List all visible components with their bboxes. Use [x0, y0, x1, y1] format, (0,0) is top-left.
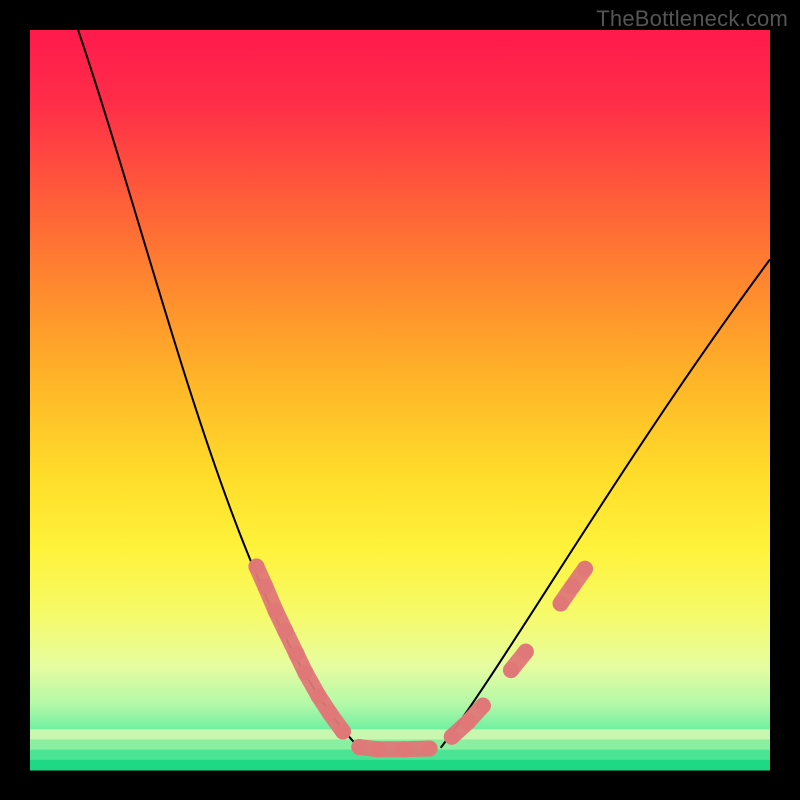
data-point [422, 741, 438, 757]
dots-bottom [351, 739, 437, 757]
data-point [335, 724, 351, 740]
data-point [475, 698, 491, 714]
data-point [577, 561, 593, 577]
bottleneck-chart [0, 0, 800, 800]
bottom-band-stripe [30, 760, 770, 771]
gradient-plot-area [30, 30, 770, 770]
chart-stage: TheBottleneck.com [0, 0, 800, 800]
bottom-band-stripe [30, 729, 770, 740]
data-point [518, 644, 534, 660]
watermark-text: TheBottleneck.com [596, 6, 788, 32]
